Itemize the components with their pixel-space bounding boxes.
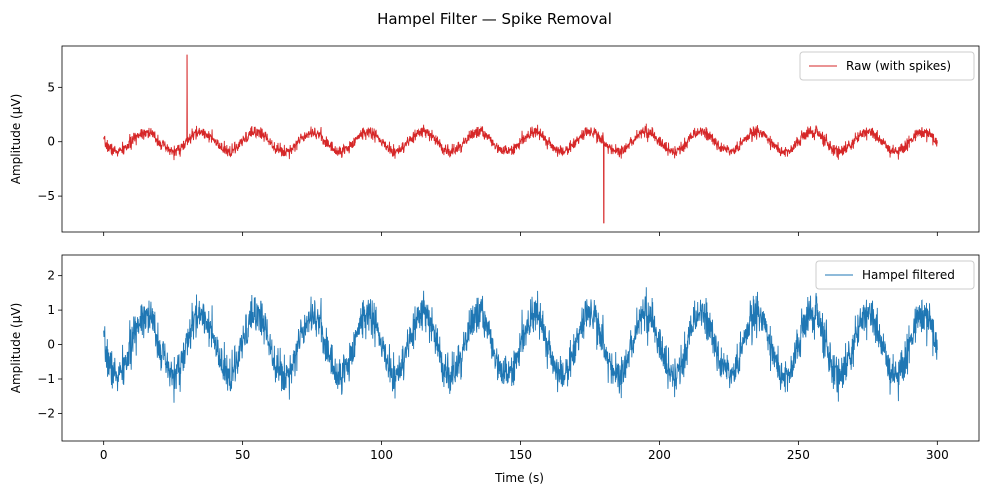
y-tick-label-2: −2: [37, 406, 55, 420]
panel-1: 5 0 −5 Amplitude (µV) Raw (with spikes): [9, 45, 980, 236]
x-tick-label-50: 50: [235, 448, 250, 462]
y-tick-label-2: 0: [47, 338, 55, 352]
legend-2: Hampel filtered: [815, 260, 975, 290]
y-axis-label-2: Amplitude (µV): [9, 303, 23, 394]
x-tick-label-100: 100: [370, 448, 393, 462]
legend-label-1: Raw (with spikes): [846, 59, 951, 73]
legend-label-2: Hampel filtered: [862, 268, 955, 282]
y-tick-label-2: −1: [37, 372, 55, 386]
y-tick-label-2: 1: [47, 303, 55, 317]
panel-2: 0 50 100 150 200 250 300 2 1 0 −1 −2 Amplitude (µV) H…: [9, 254, 980, 462]
series-line-2: [103, 287, 938, 403]
x-tick-label-300: 300: [926, 448, 949, 462]
y-tick-label-1: −5: [37, 189, 55, 203]
legend-1: Raw (with spikes): [799, 51, 975, 81]
x-tick-label-250: 250: [787, 448, 810, 462]
x-tick-label-150: 150: [509, 448, 532, 462]
legend-box-1: [799, 51, 975, 81]
y-tick-label-2: 2: [47, 269, 55, 283]
x-tick-label-0: 0: [100, 448, 108, 462]
figure-title: Hampel Filter — Spike Removal: [377, 10, 612, 28]
y-tick-label-1: 5: [47, 80, 55, 94]
y-axis-label-1: Amplitude (µV): [9, 94, 23, 185]
x-axis-label: Time (s): [494, 471, 544, 485]
series-line-1: [103, 54, 938, 224]
y-tick-label-1: 0: [47, 135, 55, 149]
x-tick-label-200: 200: [648, 448, 671, 462]
legend-box-2: [815, 260, 975, 290]
